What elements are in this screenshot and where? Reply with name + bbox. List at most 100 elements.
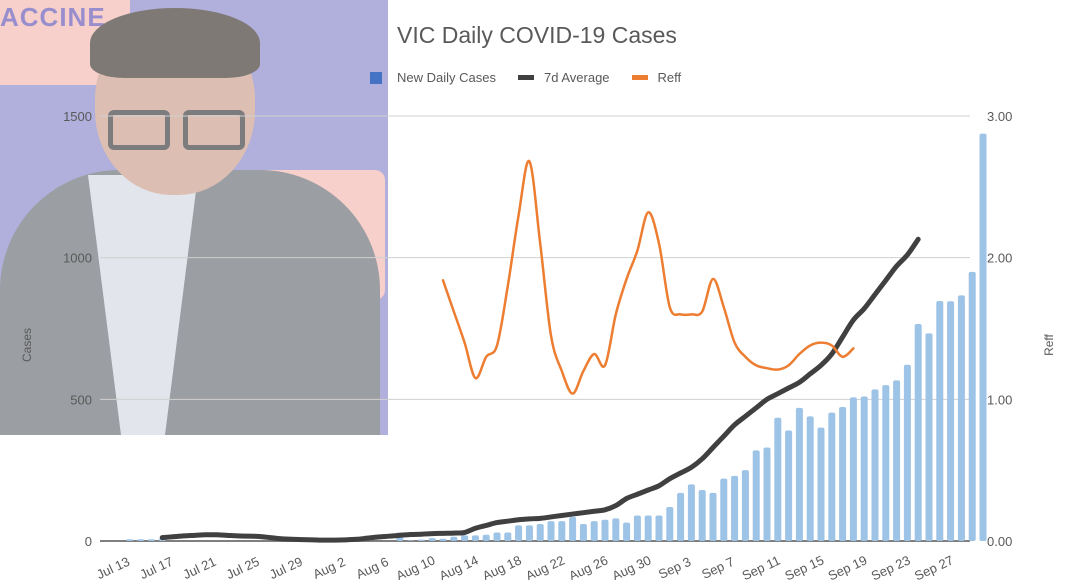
bar-new-daily-cases bbox=[633, 515, 641, 541]
bar-new-daily-cases bbox=[471, 535, 479, 541]
bar-new-daily-cases bbox=[417, 539, 425, 541]
chart-legend: New Daily Cases 7d Average Reff bbox=[370, 70, 703, 85]
x-tick-label: Sep 7 bbox=[699, 554, 736, 580]
x-tick-label: Sep 19 bbox=[826, 552, 870, 580]
bar-new-daily-cases bbox=[579, 524, 587, 541]
legend-item-7d-average: 7d Average bbox=[517, 70, 610, 85]
bar-new-daily-cases bbox=[925, 333, 933, 541]
glasses-lens bbox=[183, 110, 245, 150]
bar-new-daily-cases bbox=[126, 539, 134, 541]
y-tick-label: 0 bbox=[85, 534, 92, 549]
bar-new-daily-cases bbox=[860, 396, 868, 541]
bar-new-daily-cases bbox=[504, 532, 512, 541]
y2-tick-label: 1.00 bbox=[987, 392, 1012, 407]
bar-new-daily-cases bbox=[407, 540, 415, 541]
x-tick-label: Sep 3 bbox=[656, 554, 693, 580]
x-tick-label: Jul 21 bbox=[181, 554, 219, 580]
bar-new-daily-cases bbox=[612, 518, 620, 541]
bar-new-daily-cases bbox=[450, 536, 458, 541]
bar-new-daily-cases bbox=[752, 450, 760, 541]
line-7d-average bbox=[159, 236, 921, 543]
bar-new-daily-cases bbox=[968, 271, 976, 541]
y2-tick-label: 0.00 bbox=[987, 534, 1012, 549]
bar-new-daily-cases bbox=[774, 417, 782, 541]
x-tick-label: Sep 27 bbox=[912, 552, 956, 580]
y-tick-label: 1000 bbox=[63, 251, 92, 266]
bar-new-daily-cases bbox=[806, 416, 814, 541]
bar-new-daily-cases bbox=[428, 538, 436, 541]
bar-new-daily-cases bbox=[957, 295, 965, 541]
x-tick-label: Sep 11 bbox=[740, 553, 783, 580]
x-tick-label: Sep 23 bbox=[869, 552, 913, 580]
bar-new-daily-cases bbox=[137, 539, 145, 541]
y-tick-label: 500 bbox=[70, 392, 92, 407]
x-tick-label: Aug 18 bbox=[480, 552, 524, 580]
bar-new-daily-cases bbox=[936, 301, 944, 541]
bar-new-daily-cases bbox=[763, 447, 771, 541]
bar-new-daily-cases bbox=[482, 534, 490, 541]
bar-new-daily-cases bbox=[525, 525, 533, 541]
x-tick-label: Jul 17 bbox=[137, 554, 175, 580]
x-tick-label: Aug 14 bbox=[437, 552, 481, 580]
legend-label: 7d Average bbox=[543, 70, 610, 85]
x-tick-label: Jul 25 bbox=[224, 554, 262, 580]
bar-new-daily-cases bbox=[677, 492, 685, 541]
glasses-lens bbox=[108, 110, 170, 150]
bar-new-daily-cases bbox=[817, 427, 825, 541]
bar-new-daily-cases bbox=[839, 406, 847, 541]
bar-new-daily-cases bbox=[731, 475, 739, 541]
x-tick-label: Aug 10 bbox=[394, 552, 438, 580]
y-axis-title: Cases bbox=[20, 328, 34, 362]
legend-line-swatch-icon bbox=[517, 75, 534, 80]
bar-new-daily-cases bbox=[947, 301, 955, 541]
chart-title: VIC Daily COVID-19 Cases bbox=[397, 22, 677, 48]
bar-new-daily-cases bbox=[979, 133, 987, 542]
bar-new-daily-cases bbox=[547, 521, 555, 541]
legend-label: New Daily Cases bbox=[397, 70, 496, 85]
bar-new-daily-cases bbox=[720, 478, 728, 541]
bar-new-daily-cases bbox=[461, 535, 469, 541]
legend-item-reff: Reff bbox=[631, 70, 681, 85]
bar-new-daily-cases bbox=[893, 380, 901, 541]
bar-new-daily-cases bbox=[698, 490, 706, 541]
x-tick-label: Sep 15 bbox=[782, 552, 826, 580]
y-tick-label: 1500 bbox=[63, 109, 92, 124]
x-tick-label: Aug 2 bbox=[311, 554, 348, 580]
y2-tick-label: 2.00 bbox=[987, 251, 1012, 266]
photo-overlay bbox=[0, 0, 388, 435]
backdrop-text: ACCINE bbox=[0, 2, 106, 32]
bar-new-daily-cases bbox=[785, 430, 793, 541]
x-tick-label: Jul 29 bbox=[267, 554, 305, 580]
bar-new-daily-cases bbox=[439, 538, 447, 541]
bar-new-daily-cases bbox=[147, 539, 155, 541]
bar-new-daily-cases bbox=[795, 407, 803, 541]
x-tick-label: Aug 22 bbox=[523, 552, 567, 580]
x-tick-label: Aug 26 bbox=[566, 552, 610, 580]
legend-bar-swatch-icon bbox=[370, 71, 382, 84]
bar-new-daily-cases bbox=[871, 389, 879, 541]
bar-new-daily-cases bbox=[666, 507, 674, 541]
y2-axis-title: Reff bbox=[1042, 333, 1056, 355]
press-conference-photo: ACCINE ICES E bbox=[0, 0, 388, 435]
bar-new-daily-cases bbox=[828, 412, 836, 541]
x-tick-label: Aug 6 bbox=[354, 554, 391, 580]
y2-tick-label: 3.00 bbox=[987, 109, 1012, 124]
hair bbox=[90, 8, 260, 78]
bar-new-daily-cases bbox=[687, 484, 695, 541]
bar-new-daily-cases bbox=[903, 364, 911, 541]
bar-new-daily-cases bbox=[569, 516, 577, 541]
bar-new-daily-cases bbox=[849, 397, 857, 541]
bar-new-daily-cases bbox=[914, 323, 922, 541]
bar-new-daily-cases bbox=[515, 525, 523, 541]
legend-line-swatch-icon bbox=[631, 75, 648, 80]
bar-new-daily-cases bbox=[882, 385, 890, 541]
bar-new-daily-cases bbox=[741, 470, 749, 541]
bar-new-daily-cases bbox=[493, 532, 501, 541]
bar-new-daily-cases bbox=[590, 521, 598, 541]
bar-new-daily-cases bbox=[601, 519, 609, 541]
bar-new-daily-cases bbox=[536, 524, 544, 541]
bar-new-daily-cases bbox=[644, 515, 652, 541]
bar-new-daily-cases bbox=[558, 521, 566, 541]
bar-new-daily-cases bbox=[709, 492, 717, 541]
